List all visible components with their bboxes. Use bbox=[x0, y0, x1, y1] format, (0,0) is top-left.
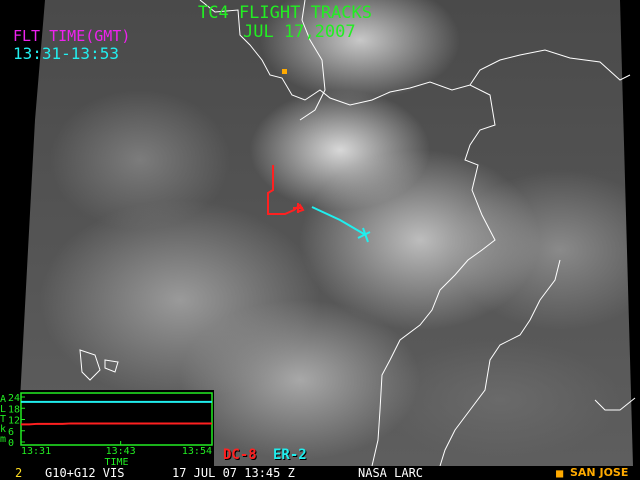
x-tick-label: 13:31 bbox=[21, 446, 51, 457]
y-tick-label: 18 bbox=[8, 404, 20, 415]
legend-er2: ER-2 bbox=[273, 447, 307, 463]
coastline-path bbox=[594, 397, 636, 411]
frame-number: 2 bbox=[15, 466, 23, 480]
series-dc8-line bbox=[21, 422, 212, 426]
y-axis-label-char: k bbox=[0, 424, 6, 435]
no-data-region bbox=[0, 0, 45, 466]
coastline-path bbox=[199, 0, 496, 466]
no-data-region bbox=[620, 0, 640, 466]
plot-frame bbox=[20, 392, 213, 446]
er2-plane-icon bbox=[357, 227, 371, 243]
map-date: JUL 17,2007 bbox=[243, 22, 356, 42]
coastline-path bbox=[469, 49, 631, 86]
dc8-plane-icon bbox=[293, 203, 303, 213]
y-axis-label-char: L bbox=[0, 404, 6, 415]
landmark-legend-label: SAN JOSE bbox=[570, 466, 629, 479]
coastlines bbox=[79, 0, 636, 466]
satellite-imagery bbox=[0, 0, 640, 466]
y-tick-label: 0 bbox=[8, 438, 14, 449]
landmark-legend-icon: ■ bbox=[556, 466, 564, 480]
status-bar: 2 G10+G12 VIS 17 JUL 07 13:45 Z NASA LAR… bbox=[0, 466, 640, 480]
y-axis-label-char: m bbox=[0, 434, 6, 445]
map-title: TC4 FLIGHT TRACKS bbox=[198, 3, 372, 23]
san-jose-marker-icon bbox=[282, 69, 287, 74]
coastline-path bbox=[439, 259, 561, 466]
x-tick-label: 13:54 bbox=[182, 446, 212, 457]
image-timestamp: 17 JUL 07 13:45 Z bbox=[172, 466, 295, 480]
border-path bbox=[299, 0, 326, 121]
legend-dc8: DC-8 bbox=[223, 447, 257, 463]
y-axis-label-char: A bbox=[0, 394, 6, 405]
x-axis-label: TIME bbox=[104, 457, 128, 466]
map-overlay bbox=[0, 0, 640, 466]
product-name: G10+G12 VIS bbox=[45, 466, 125, 480]
flight-time-label: FLT TIME(GMT) bbox=[13, 27, 131, 45]
island-path bbox=[79, 349, 119, 381]
y-axis-label-char: T bbox=[0, 414, 6, 425]
y-tick-label: 12 bbox=[8, 416, 20, 427]
er2-flight-track bbox=[311, 206, 365, 235]
source-label: NASA LARC bbox=[358, 466, 424, 480]
x-tick-label: 13:43 bbox=[106, 446, 136, 457]
flight-time-range: 13:31-13:53 bbox=[13, 44, 119, 63]
y-tick-label: 6 bbox=[8, 427, 14, 438]
y-tick-label: 24 bbox=[8, 393, 20, 404]
